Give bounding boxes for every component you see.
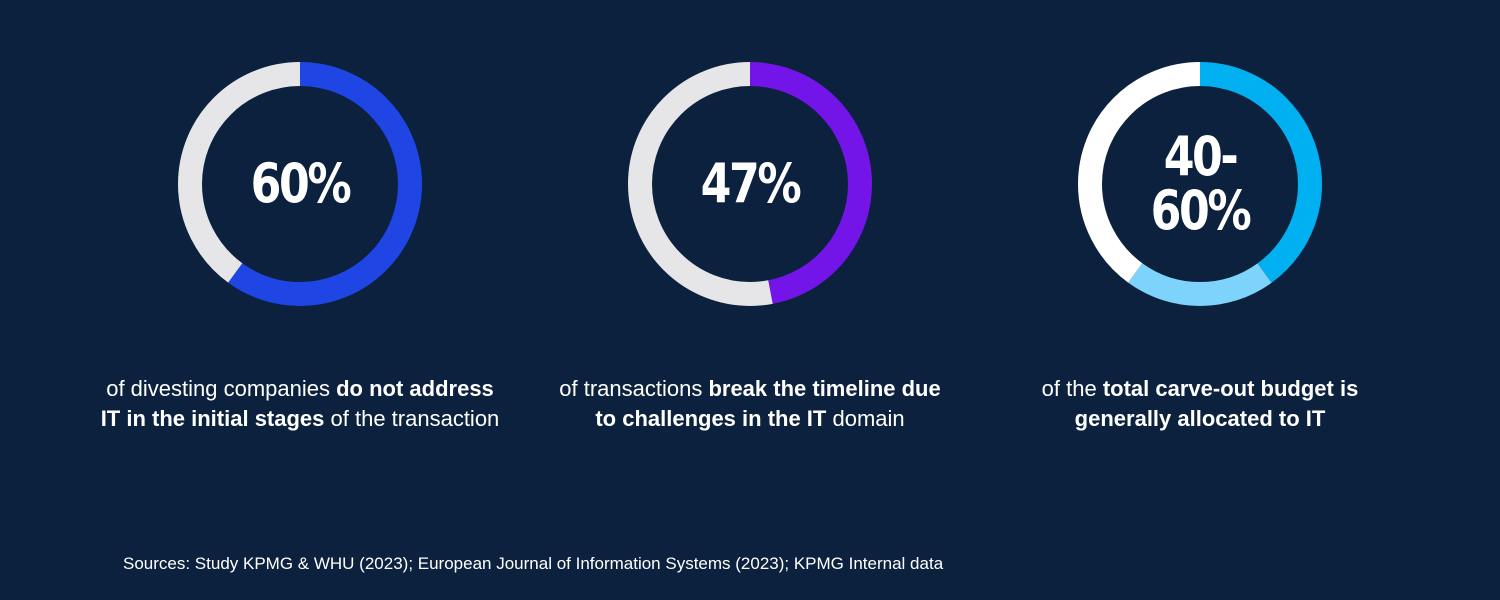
caption-emphasis: do not address IT in the initial stages [100,376,494,431]
donut-chart: 40- 60% [1078,62,1322,306]
caption-text: of the [1041,376,1103,401]
donut-value-label: 40- 60% [1100,62,1300,306]
caption-text: of the transaction [324,406,500,431]
stat-card-transactions: 47% of transactions break the timeline d… [550,0,950,480]
stat-caption: of transactions break the timeline due t… [550,374,950,434]
stat-card-budget: 40- 60% of the total carve-out budget is … [1000,0,1400,480]
donut-value-line: 60% [1150,179,1252,242]
donut-segment-3 [1078,62,1322,306]
donut-chart: 47% [628,62,872,306]
donut-value-line: 47% [700,152,802,215]
donut-segment-2 [628,62,872,306]
donut-value-label: 60% [200,62,400,306]
donut-segment-2 [1078,62,1322,306]
donut-value-line: 60% [250,152,352,215]
donut-svg [178,62,422,306]
caption-text: domain [826,406,905,431]
stat-caption: of divesting companies do not address IT… [100,374,500,434]
sources-footnote: Sources: Study KPMG & WHU (2023); Europe… [123,554,944,573]
stat-caption: of the total carve-out budget is general… [1000,374,1400,434]
donut-value-label: 47% [650,62,850,306]
donut-segment-2 [178,62,422,306]
caption-emphasis: total carve-out budget is generally allo… [1074,376,1359,431]
caption-text: of transactions [559,376,709,401]
stat-card-divesting: 60% of divesting companies do not addres… [100,0,500,480]
caption-text: of divesting companies [106,376,337,401]
donut-value-line: 40- [1163,125,1239,188]
donut-svg [1078,62,1322,306]
donut-svg [628,62,872,306]
donut-chart: 60% [178,62,422,306]
caption-emphasis: break the timeline due to challenges in … [595,376,941,431]
